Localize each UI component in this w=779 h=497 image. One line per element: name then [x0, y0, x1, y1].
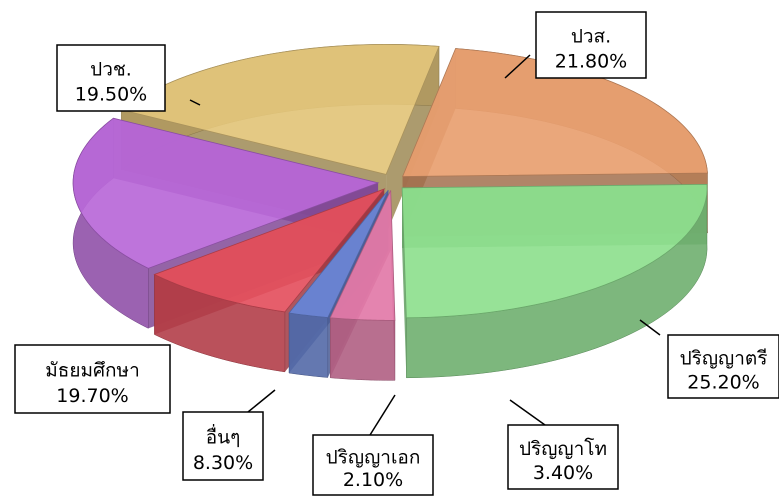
leader-line [189, 99, 201, 106]
label-box [182, 411, 264, 481]
slice [401, 183, 708, 319]
category-label: ปริญญาเอก [326, 446, 421, 468]
leader-line [247, 389, 276, 413]
category-label: ปวช. [90, 59, 132, 81]
leader-line [369, 394, 396, 436]
label-box [507, 424, 619, 490]
leader-line [639, 319, 661, 336]
label-box [667, 334, 779, 399]
leader-line [504, 54, 531, 79]
slice-side [288, 312, 329, 378]
label-box [14, 344, 171, 414]
category-label: ปริญญาโท [519, 437, 607, 460]
value-label: 3.40% [533, 462, 593, 484]
label-box [535, 11, 647, 79]
slice [402, 48, 708, 177]
label-box [56, 44, 166, 112]
value-label: 21.80% [555, 51, 627, 73]
leader-line [509, 399, 546, 426]
slice-side [329, 317, 396, 381]
value-label: 19.70% [56, 385, 128, 407]
slice [72, 117, 380, 269]
slice-wall [402, 187, 407, 378]
category-label: มัธยมศึกษา [45, 359, 140, 381]
value-label: 2.10% [343, 469, 403, 491]
label-box [312, 434, 434, 496]
category-label: ปวส. [571, 26, 611, 48]
category-label: ปริญญาตรี [680, 347, 768, 369]
category-label: อื่นๆ [206, 423, 241, 448]
slice [329, 190, 396, 321]
slice [153, 188, 386, 313]
slice [288, 189, 389, 318]
value-label: 8.30% [193, 452, 253, 474]
value-label: 19.50% [75, 84, 147, 106]
value-label: 25.20% [687, 371, 759, 393]
